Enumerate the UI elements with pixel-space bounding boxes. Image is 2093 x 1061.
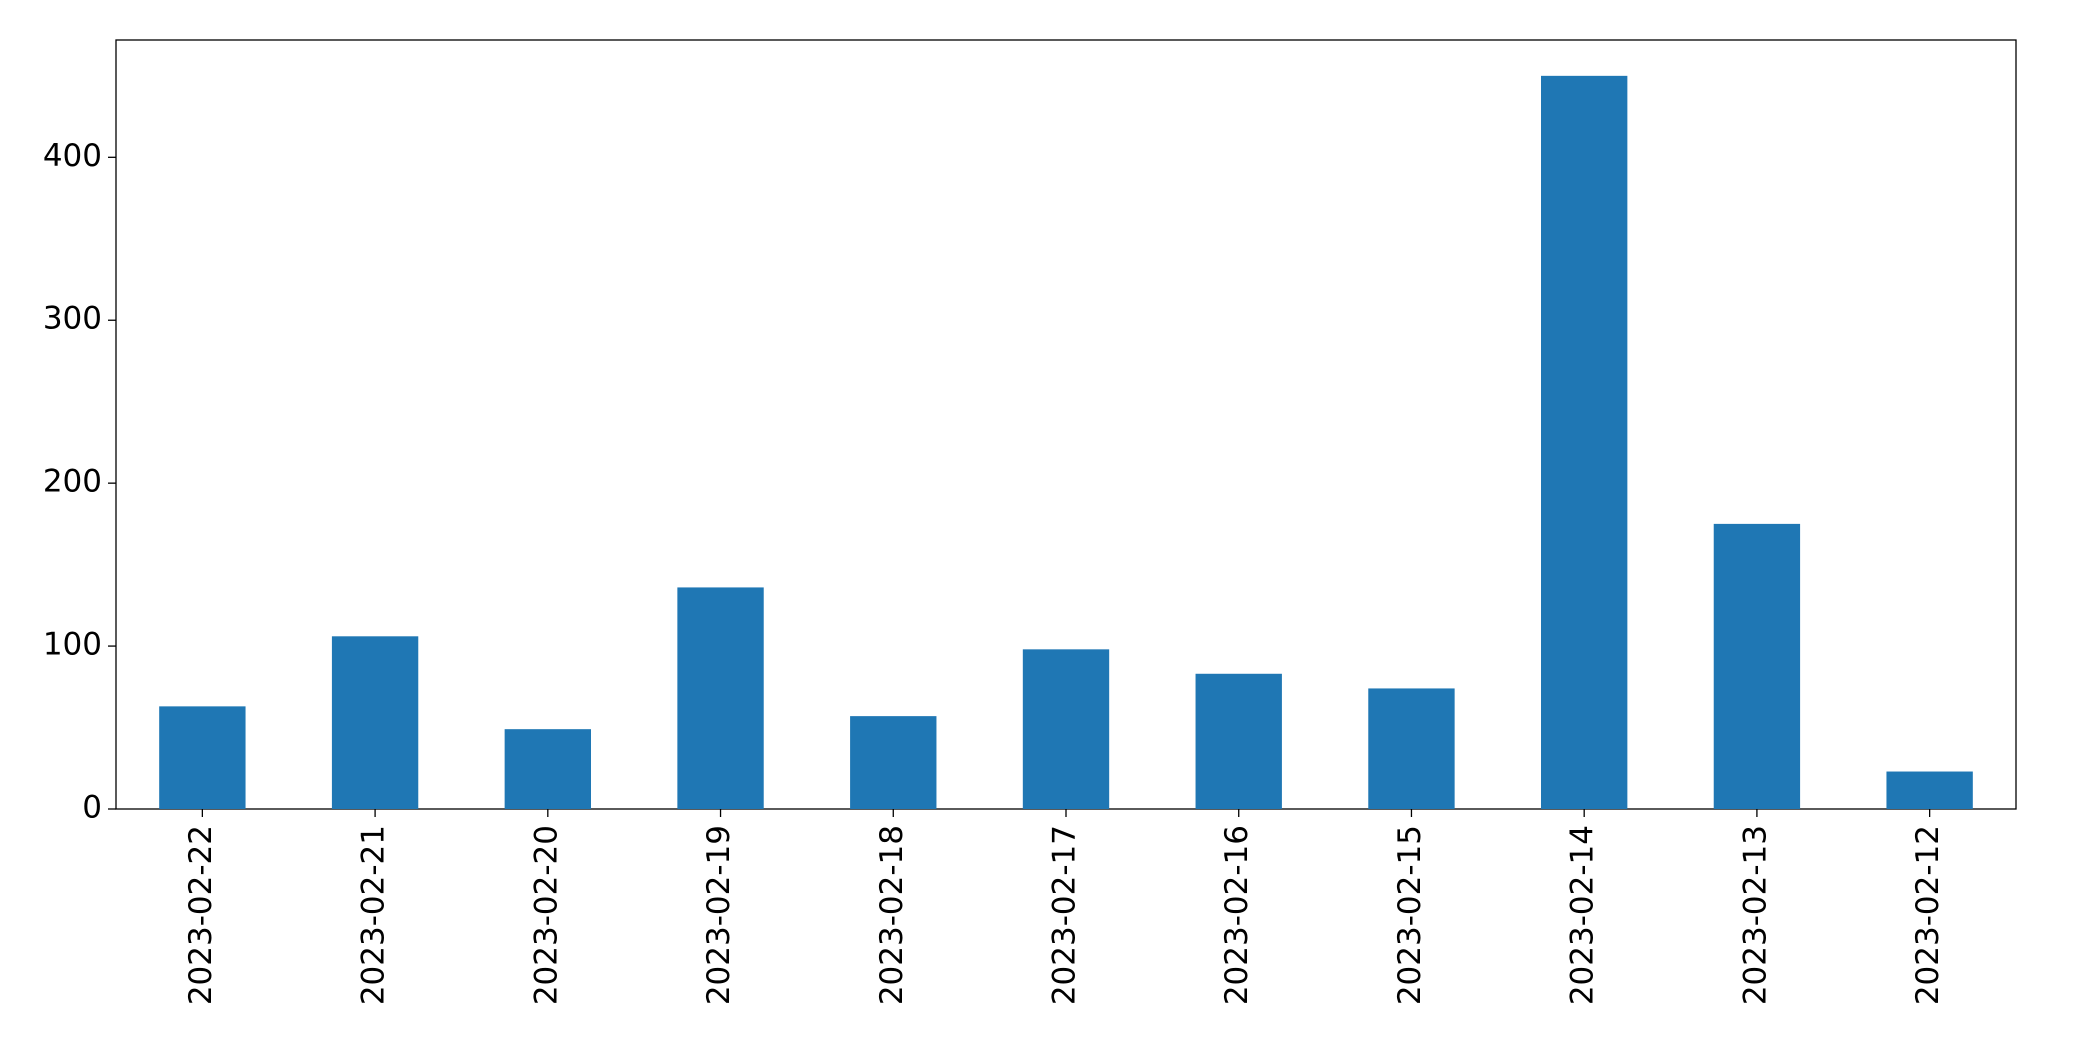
y-tick-label: 300 — [43, 301, 102, 337]
bar — [1022, 649, 1110, 809]
x-tick-label: 2023-02-16 — [1219, 825, 1255, 1005]
x-tick-label: 2023-02-19 — [701, 825, 737, 1005]
y-tick-label: 200 — [43, 464, 102, 500]
x-tick-label: 2023-02-14 — [1565, 825, 1601, 1005]
bar — [331, 636, 419, 809]
y-tick-label: 400 — [43, 138, 102, 174]
x-tick-label: 2023-02-12 — [1910, 825, 1946, 1005]
x-tick-label: 2023-02-20 — [528, 825, 564, 1005]
y-tick-label: 100 — [43, 627, 102, 663]
bar — [159, 706, 246, 809]
x-tick-label: 2023-02-18 — [874, 825, 910, 1005]
x-tick-label: 2023-02-17 — [1047, 825, 1083, 1005]
bar — [677, 587, 764, 809]
x-tick-label: 2023-02-22 — [183, 825, 219, 1005]
bar — [1886, 771, 1973, 809]
bar — [1195, 673, 1282, 809]
x-tick-label: 2023-02-13 — [1737, 825, 1773, 1005]
bar — [850, 716, 937, 809]
bar — [1713, 523, 1801, 809]
bar — [504, 729, 591, 809]
bar — [1541, 75, 1628, 810]
bar — [1368, 688, 1455, 809]
y-tick-label: 0 — [82, 790, 102, 826]
x-tick-label: 2023-02-15 — [1392, 825, 1428, 1005]
x-tick-label: 2023-02-21 — [356, 825, 392, 1005]
